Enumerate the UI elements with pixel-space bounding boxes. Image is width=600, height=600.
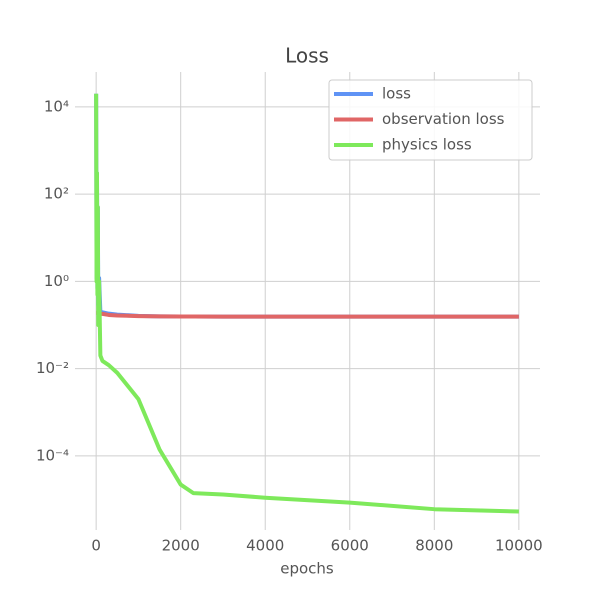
x-tick-label: 8000 — [415, 537, 453, 555]
y-tick-label: 10⁻⁴ — [36, 446, 69, 464]
legend-box — [328, 79, 533, 161]
legend-label: observation loss — [382, 110, 505, 128]
x-tick-label: 2000 — [162, 537, 200, 555]
x-tick-label: 0 — [91, 537, 101, 555]
x-axis-label: epochs — [280, 560, 334, 578]
y-tick-label: 10⁻² — [36, 359, 69, 377]
x-tick-label: 6000 — [331, 537, 369, 555]
y-tick-label: 10⁰ — [44, 272, 69, 290]
chart-title: Loss — [285, 44, 329, 68]
y-tick-label: 10⁴ — [44, 97, 69, 115]
x-tick-label: 4000 — [246, 537, 284, 555]
line-series — [94, 310, 519, 319]
x-tick-label: 10000 — [495, 537, 543, 555]
y-tick-label: 10² — [44, 185, 69, 203]
line-series — [94, 93, 519, 514]
legend: loss observation loss physics loss — [328, 79, 533, 161]
legend-label: physics loss — [382, 136, 472, 154]
legend-label: loss — [382, 85, 411, 103]
